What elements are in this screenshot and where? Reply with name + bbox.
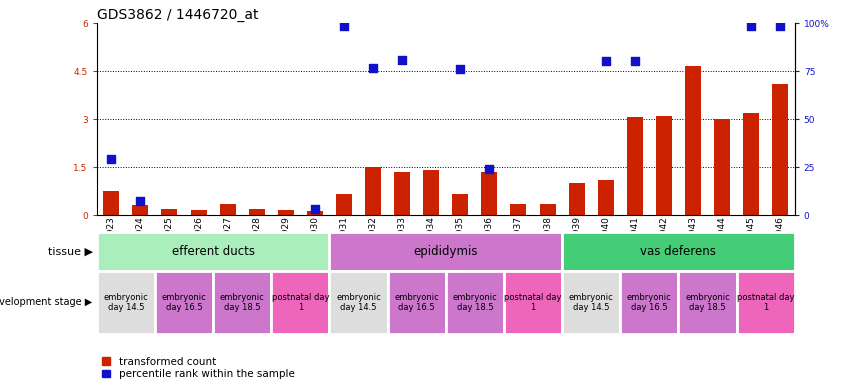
Text: postnatal day
1: postnatal day 1 — [737, 293, 795, 312]
Text: embryonic
day 18.5: embryonic day 18.5 — [685, 293, 730, 312]
Text: embryonic
day 14.5: embryonic day 14.5 — [569, 293, 614, 312]
Point — [395, 57, 409, 63]
Text: vas deferens: vas deferens — [641, 245, 717, 258]
Text: embryonic
day 16.5: embryonic day 16.5 — [627, 293, 672, 312]
Text: epididymis: epididymis — [414, 245, 478, 258]
Bar — [330, 232, 562, 271]
Bar — [656, 116, 672, 215]
Bar — [562, 232, 795, 271]
Bar — [336, 194, 352, 215]
Bar — [220, 204, 235, 215]
Point — [134, 197, 147, 204]
Bar — [132, 205, 148, 215]
Point — [453, 66, 467, 73]
Bar — [510, 204, 526, 215]
Bar — [213, 271, 271, 334]
Bar — [365, 167, 381, 215]
Text: embryonic
day 14.5: embryonic day 14.5 — [103, 293, 148, 312]
Text: postnatal day
1: postnatal day 1 — [505, 293, 562, 312]
Bar — [743, 113, 759, 215]
Text: postnatal day
1: postnatal day 1 — [272, 293, 329, 312]
Bar — [249, 209, 265, 215]
Text: GDS3862 / 1446720_at: GDS3862 / 1446720_at — [97, 8, 258, 22]
Bar — [394, 172, 410, 215]
Bar — [388, 271, 446, 334]
Point — [337, 23, 351, 29]
Point — [744, 23, 758, 29]
Bar — [161, 209, 177, 215]
Bar — [685, 66, 701, 215]
Bar — [598, 180, 614, 215]
Text: development stage ▶: development stage ▶ — [0, 297, 93, 308]
Text: embryonic
day 14.5: embryonic day 14.5 — [336, 293, 381, 312]
Bar — [271, 271, 330, 334]
Point — [367, 65, 380, 71]
Text: efferent ducts: efferent ducts — [172, 245, 255, 258]
Point — [308, 205, 321, 212]
Text: embryonic
day 16.5: embryonic day 16.5 — [161, 293, 206, 312]
Bar — [155, 271, 213, 334]
Bar — [307, 211, 323, 215]
Bar — [569, 183, 584, 215]
Bar — [679, 271, 737, 334]
Legend: transformed count, percentile rank within the sample: transformed count, percentile rank withi… — [102, 357, 294, 379]
Text: embryonic
day 18.5: embryonic day 18.5 — [452, 293, 497, 312]
Bar — [452, 194, 468, 215]
Point — [774, 23, 787, 29]
Point — [104, 156, 118, 162]
Bar — [714, 119, 730, 215]
Bar — [772, 84, 788, 215]
Bar — [191, 210, 207, 215]
Bar — [540, 204, 556, 215]
Bar — [504, 271, 562, 334]
Point — [599, 58, 612, 65]
Text: embryonic
day 16.5: embryonic day 16.5 — [394, 293, 439, 312]
Bar — [737, 271, 795, 334]
Bar — [97, 271, 155, 334]
Bar — [103, 191, 119, 215]
Point — [628, 58, 642, 65]
Bar — [97, 232, 330, 271]
Bar — [562, 271, 620, 334]
Bar — [627, 118, 643, 215]
Bar — [423, 170, 439, 215]
Bar — [620, 271, 679, 334]
Bar — [481, 172, 497, 215]
Bar — [278, 210, 294, 215]
Text: tissue ▶: tissue ▶ — [47, 247, 93, 257]
Bar — [330, 271, 388, 334]
Text: embryonic
day 18.5: embryonic day 18.5 — [220, 293, 265, 312]
Bar — [446, 271, 504, 334]
Point — [483, 166, 496, 172]
